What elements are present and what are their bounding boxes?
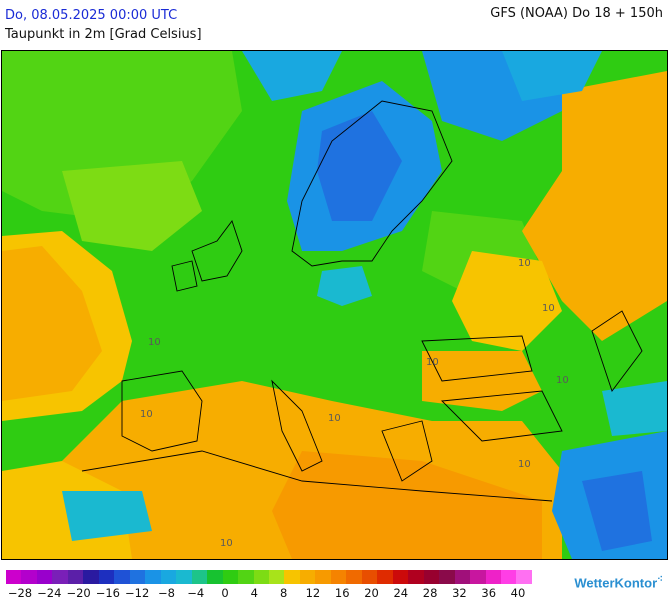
forecast-date: Do, 08.05.2025 00:00 UTC: [5, 8, 178, 23]
legend-tick-label: 28: [422, 586, 438, 600]
legend-tick-label: −24: [37, 586, 62, 600]
legend-swatch: [98, 570, 115, 584]
legend-tick-label: 32: [452, 586, 467, 600]
legend-swatch: [315, 570, 331, 584]
legend-tick-label: 40: [510, 586, 526, 600]
map-canvas: 10 10 10 10 10 10 10 10 10: [2, 51, 667, 559]
legend-swatch: [21, 570, 37, 584]
contour-label: 10: [140, 409, 153, 420]
contour-label: 10: [556, 375, 569, 386]
legend-tick-label: −4: [187, 586, 205, 600]
legend-swatch: [346, 570, 362, 584]
field-orange-turkey: [422, 351, 542, 411]
field-dark-orange-med: [272, 451, 542, 559]
legend-swatch: [361, 570, 378, 584]
legend-swatch: [67, 570, 84, 584]
coast-turkey: [441, 390, 563, 442]
legend-tick-label: −20: [66, 586, 91, 600]
legend-swatch: [268, 570, 285, 584]
header-left: Do, 08.05.2025 00:00 UTC Taupunkt in 2m …: [5, 6, 202, 44]
legend-swatch: [284, 570, 300, 584]
legend-swatch: [408, 570, 424, 584]
contour-label: 10: [148, 337, 161, 348]
parameter-title: Taupunkt in 2m [Grad Celsius]: [5, 27, 202, 42]
legend-swatch: [191, 570, 208, 584]
legend-swatch: [6, 570, 22, 584]
coast-ireland: [171, 260, 198, 292]
legend-tick-label: 12: [305, 586, 321, 600]
color-scale-legend: [6, 570, 532, 584]
legend-tick-label: −28: [7, 586, 33, 600]
field-cyan-poland: [317, 266, 372, 306]
coast-greece: [381, 420, 433, 482]
contour-label: 10: [220, 538, 233, 549]
contour-label: 10: [518, 459, 531, 470]
legend-swatch: [454, 570, 471, 584]
legend-swatch: [501, 570, 517, 584]
legend-swatch: [470, 570, 486, 584]
legend-swatch: [160, 570, 177, 584]
legend-swatch: [176, 570, 192, 584]
field-darkblue-scandinavia: [317, 111, 402, 221]
field-yellow-green-nw: [62, 161, 202, 251]
legend-swatch: [145, 570, 161, 584]
legend-swatch: [129, 570, 146, 584]
legend-swatch: [485, 570, 501, 584]
legend-swatch: [377, 570, 393, 584]
field-blue-arctic-2: [502, 51, 602, 101]
legend-tick-label: −16: [95, 586, 121, 600]
legend-swatch: [36, 570, 53, 584]
legend-swatch: [253, 570, 269, 584]
coast-scandinavia: [291, 100, 453, 267]
color-scale-ticks: −28 −24 −20 −16 −12 −8 −4 0 4 8 12 16 20 24 28 32 36 40: [0, 586, 545, 600]
legend-swatch: [439, 570, 455, 584]
legend-swatch: [392, 570, 409, 584]
field-orange-east: [522, 71, 667, 341]
dewpoint-map: 10 10 10 10 10 10 10 10 10: [1, 50, 668, 560]
legend-swatch: [207, 570, 223, 584]
wetterkontor-logo: WetterKontor⁖: [574, 574, 663, 590]
coast-uk: [191, 220, 243, 282]
legend-tick-label: 8: [279, 586, 288, 600]
coast-black-sea: [421, 335, 533, 382]
legend-tick-label: −8: [157, 586, 175, 600]
legend-swatch: [222, 570, 239, 584]
legend-tick-label: 0: [221, 586, 229, 600]
legend-tick-label: −12: [125, 586, 150, 600]
contour-label: 10: [542, 303, 555, 314]
model-run-label: GFS (NOAA) Do 18 + 150h: [490, 6, 663, 21]
logo-text: WetterKontor: [574, 575, 658, 591]
legend-tick-label: 24: [393, 586, 409, 600]
contour-labels: 10 10 10 10 10 10 10 10 10: [140, 258, 569, 549]
logo-signal-icon: ⁖: [657, 574, 663, 585]
legend-swatch: [83, 570, 99, 584]
contour-label: 10: [328, 413, 341, 424]
legend-swatch: [52, 570, 68, 584]
legend-swatch: [299, 570, 316, 584]
coastlines: [81, 100, 643, 502]
legend-swatch: [516, 570, 532, 584]
field-darkblue-southeast: [582, 471, 652, 551]
legend-tick-label: 36: [481, 586, 497, 600]
legend-tick-label: 20: [364, 586, 379, 600]
field-cyan-caucasus: [602, 381, 667, 436]
legend-swatch: [114, 570, 130, 584]
coast-north-africa: [81, 450, 553, 502]
legend-swatch: [330, 570, 347, 584]
contour-label: 10: [426, 357, 439, 368]
coast-iberia: [121, 370, 203, 452]
coast-italy: [271, 379, 323, 472]
legend-tick-label: 4: [250, 586, 259, 600]
coast-caspian: [591, 310, 643, 392]
contour-label: 10: [518, 258, 531, 269]
legend-swatch: [423, 570, 440, 584]
field-cyan-sahara: [62, 491, 152, 541]
legend-swatch: [238, 570, 254, 584]
field-blue-north: [242, 51, 342, 101]
field-orange-atlantic: [2, 246, 102, 401]
legend-tick-label: 16: [334, 586, 350, 600]
field-yellow-ukraine: [452, 251, 562, 351]
